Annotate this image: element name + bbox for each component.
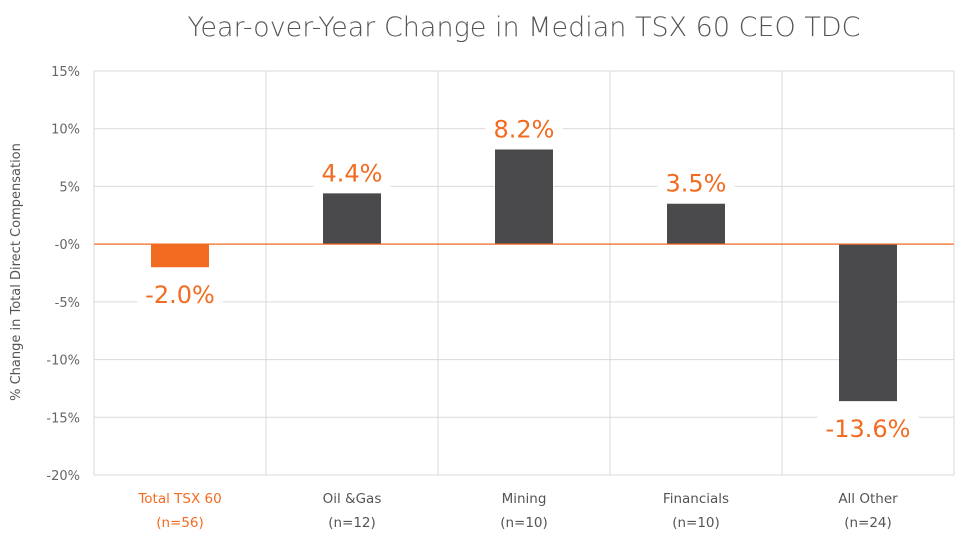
y-tick-label: 5%: [59, 180, 80, 195]
data-label: 8.2%: [494, 115, 555, 143]
data-label-background: [313, 158, 391, 189]
bar: [667, 203, 725, 245]
y-tick-label: -5%: [55, 296, 80, 311]
bar: [151, 244, 209, 268]
bar: [839, 244, 897, 402]
x-tick-label: All Other: [838, 491, 898, 507]
y-tick-label: -15%: [46, 411, 80, 426]
grid-lines: [93, 70, 955, 476]
bar: [495, 149, 553, 245]
x-tick-label: Mining: [502, 491, 547, 507]
data-label-background: [817, 414, 919, 445]
y-axis-label: % Change in Total Direct Compensation: [9, 143, 24, 401]
x-tick-label: Oil &Gas: [323, 491, 382, 507]
y-tick-labels: 15% 10% 5% -0% -5% -10% -15% -20%: [46, 65, 80, 484]
y-tick-label: 10%: [51, 123, 80, 138]
data-label: 3.5%: [666, 170, 727, 198]
x-tick-count-label: (n=10): [672, 515, 720, 531]
x-tick-label: Financials: [663, 491, 729, 507]
data-label-background: [137, 280, 223, 311]
x-tick-label: Total TSX 60: [137, 491, 221, 507]
data-labels: -2.0% 4.4% 8.2% 3.5% -13.6%: [137, 114, 919, 445]
y-tick-label: 15%: [51, 65, 80, 80]
data-label-background: [657, 168, 735, 199]
x-tick-count-label: (n=10): [500, 515, 548, 531]
x-tick-labels: Total TSX 60 (n=56) Oil &Gas (n=12) Mining (n…: [137, 491, 898, 531]
y-tick-label: -10%: [46, 354, 80, 369]
data-label: 4.4%: [322, 159, 383, 187]
x-tick-count-label: (n=56): [156, 515, 204, 531]
data-label: -2.0%: [145, 281, 215, 309]
y-tick-label: -0%: [55, 238, 80, 253]
data-label: -13.6%: [826, 415, 911, 443]
x-tick-count-label: (n=12): [328, 515, 376, 531]
chart-title: Year-over-Year Change in Median TSX 60 C…: [188, 12, 861, 43]
bar: [323, 193, 381, 245]
y-tick-label: -20%: [46, 469, 80, 484]
data-label-background: [485, 114, 563, 145]
bars: [94, 149, 954, 402]
x-tick-count-label: (n=24): [844, 515, 892, 531]
